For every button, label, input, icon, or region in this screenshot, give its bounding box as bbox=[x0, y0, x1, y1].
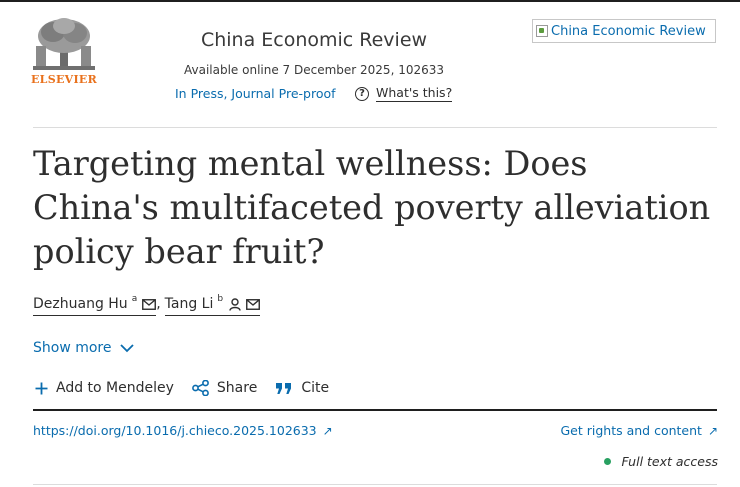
access-label: Full text access bbox=[621, 454, 718, 469]
top-border bbox=[0, 0, 740, 2]
add-to-mendeley-button[interactable]: Add to Mendeley bbox=[35, 380, 174, 396]
doi-link[interactable]: https://doi.org/10.1016/j.chieco.2025.10… bbox=[33, 423, 333, 438]
external-link-arrow-icon: ↗ bbox=[707, 423, 718, 438]
get-rights-link[interactable]: Get rights and content ↗ bbox=[560, 423, 718, 438]
cite-button[interactable]: Cite bbox=[275, 380, 329, 396]
article-actions: Add to Mendeley Share Cite bbox=[35, 380, 347, 396]
author-name: Dezhuang Hu bbox=[33, 296, 128, 312]
show-more-label: Show more bbox=[33, 340, 112, 356]
question-circle-icon: ? bbox=[355, 86, 369, 101]
author-li-button[interactable]: Tang Li b bbox=[164, 294, 261, 316]
actions-divider bbox=[33, 409, 717, 411]
access-status: Full text access bbox=[604, 454, 718, 469]
journal-title-link[interactable]: China Economic Review bbox=[200, 29, 428, 51]
whats-this-label: What's this? bbox=[376, 85, 453, 102]
doi-text: https://doi.org/10.1016/j.chieco.2025.10… bbox=[33, 423, 317, 438]
article-title: Targeting mental wellness: Does China's … bbox=[33, 144, 711, 271]
mail-icon bbox=[142, 298, 157, 310]
bottom-divider bbox=[33, 484, 717, 485]
author-separator: , bbox=[156, 296, 161, 312]
share-button[interactable]: Share bbox=[192, 380, 257, 396]
chevron-down-icon bbox=[119, 343, 134, 352]
cite-label: Cite bbox=[301, 380, 330, 396]
header-divider bbox=[33, 127, 717, 128]
mail-icon bbox=[246, 298, 261, 310]
access-indicator-icon bbox=[604, 458, 612, 465]
in-press-status-link[interactable]: In Press, Journal Pre-proof bbox=[175, 86, 336, 101]
share-label: Share bbox=[216, 380, 258, 396]
rights-text: Get rights and content bbox=[560, 423, 702, 438]
affiliation-marker: b bbox=[217, 294, 224, 304]
share-icon bbox=[192, 380, 209, 396]
tree-emblem-icon bbox=[33, 18, 95, 70]
elsevier-wordmark: ELSEVIER bbox=[31, 73, 98, 86]
plus-icon bbox=[35, 382, 48, 394]
mendeley-label: Add to Mendeley bbox=[56, 380, 174, 396]
availability-info: Available online 7 December 2025, 102633 bbox=[183, 63, 444, 77]
journal-cover-image[interactable]: China Economic Review bbox=[532, 19, 716, 43]
affiliation-marker: a bbox=[131, 294, 138, 304]
elsevier-logo[interactable]: ELSEVIER bbox=[31, 16, 97, 88]
show-more-button[interactable]: Show more bbox=[33, 340, 134, 356]
cover-alt-text: China Economic Review bbox=[551, 23, 706, 39]
person-icon bbox=[229, 297, 241, 311]
broken-image-icon bbox=[536, 25, 548, 37]
whats-this-button[interactable]: ? What's this? bbox=[355, 85, 453, 102]
external-link-arrow-icon: ↗ bbox=[322, 423, 333, 438]
quote-icon bbox=[276, 382, 292, 394]
author-name: Tang Li bbox=[164, 296, 214, 312]
author-hu-button[interactable]: Dezhuang Hu a bbox=[33, 294, 157, 316]
author-list: Dezhuang Hu a , Tang Li b bbox=[33, 294, 261, 316]
